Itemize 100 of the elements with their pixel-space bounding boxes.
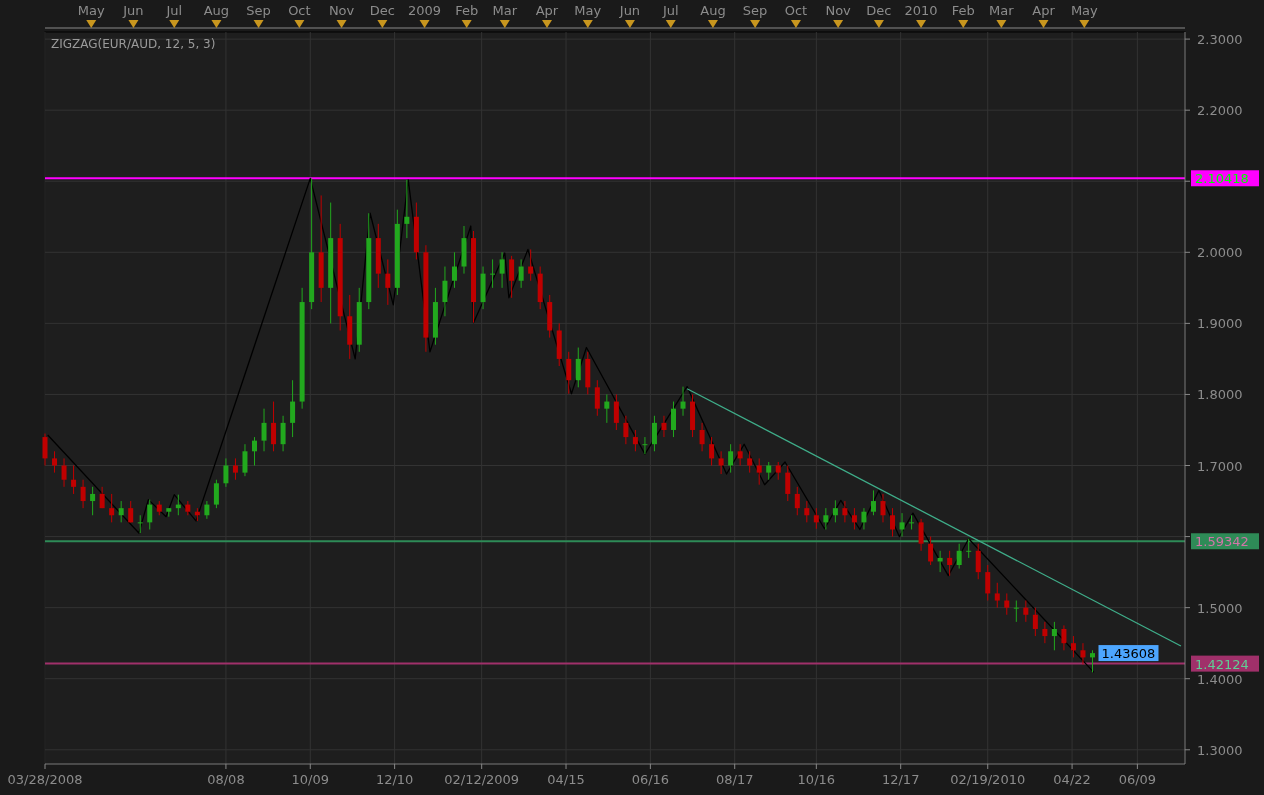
x2-tick-label: Feb <box>455 3 479 18</box>
candlestick <box>232 457 238 481</box>
candlestick <box>90 486 96 516</box>
candlestick <box>613 393 619 431</box>
candlestick <box>518 258 524 289</box>
candlestick <box>271 401 277 452</box>
x-tick-label: 10/16 <box>797 772 836 787</box>
candlestick <box>651 415 657 452</box>
candlestick <box>451 251 457 289</box>
candlestick <box>890 507 896 538</box>
y-tick-label: 2.0000 <box>1197 245 1243 261</box>
x-tick-label: 12/10 <box>375 772 414 787</box>
candlestick <box>975 543 981 580</box>
x-tick-label: 06/09 <box>1118 772 1157 787</box>
x2-tick-label: 2010 <box>904 3 938 18</box>
candlestick <box>242 443 248 477</box>
candlestick <box>785 465 791 502</box>
candlestick <box>994 582 1000 609</box>
candlestick <box>699 422 705 452</box>
candlestick <box>575 347 581 388</box>
candlestick <box>80 479 86 509</box>
x2-tick-label: Oct <box>288 3 311 18</box>
y-tick-label: 1.8000 <box>1197 387 1243 403</box>
candlestick <box>109 493 115 523</box>
candlestick <box>594 379 600 417</box>
candlestick <box>61 457 67 488</box>
candlestick <box>290 379 296 438</box>
candlestick <box>1004 592 1010 616</box>
candlestick <box>861 507 867 530</box>
x2-tick-label: Jul <box>165 3 183 18</box>
candlestick <box>642 436 648 455</box>
x2-tick-label: Jun <box>618 3 641 18</box>
x2-tick-label: Aug <box>203 3 230 18</box>
ref-line-label: 2.10418 <box>1195 171 1249 187</box>
x-tick-label: 10/09 <box>291 772 330 787</box>
candlestick <box>566 351 572 395</box>
candlestick <box>223 457 229 488</box>
candlestick <box>528 248 534 282</box>
x2-tick-label: Oct <box>784 3 808 18</box>
ref-line-label: 1.59342 <box>1195 534 1249 550</box>
y-tick-label: 2.2000 <box>1197 103 1243 119</box>
x-tick-label: 04/22 <box>1053 772 1091 787</box>
x2-tick-label: Apr <box>1032 3 1056 18</box>
candlestick <box>956 543 962 570</box>
candlestick <box>442 266 448 317</box>
y-tick-label: 2.3000 <box>1197 32 1243 48</box>
x2-tick-label: May <box>574 3 602 18</box>
candlestick <box>909 514 915 530</box>
x2-tick-label: Sep <box>246 3 271 18</box>
candlestick <box>604 393 610 424</box>
candlestick <box>870 489 876 516</box>
candlestick <box>280 415 286 452</box>
candlestick <box>832 499 838 523</box>
candlestick <box>52 450 58 474</box>
candlestick <box>661 415 667 438</box>
candlestick <box>985 564 991 602</box>
candlestick <box>509 255 515 299</box>
candlestick <box>252 436 257 467</box>
x-tick-label: 06/16 <box>631 772 670 787</box>
candlestick <box>851 507 857 530</box>
candlestick <box>499 251 505 289</box>
y-tick-label: 1.7000 <box>1197 458 1243 474</box>
candlestick <box>404 179 410 239</box>
candlestick <box>632 429 638 452</box>
candlestick <box>1032 607 1038 637</box>
candlestick <box>42 433 48 467</box>
x2-tick-label: Mar <box>492 3 518 18</box>
candlestick <box>385 258 391 306</box>
candlestick <box>490 258 496 289</box>
candlestick <box>928 536 934 566</box>
y-tick-label: 1.4000 <box>1197 671 1243 687</box>
x2-tick-label: Mar <box>989 3 1015 18</box>
candlestick <box>137 514 143 534</box>
candlestick <box>1080 642 1086 665</box>
candlestick <box>1023 600 1029 623</box>
candlestick <box>899 512 905 538</box>
candlestick <box>737 443 743 467</box>
ref-line-label: 1.42124 <box>1195 656 1249 672</box>
x2-tick-label: Dec <box>369 3 395 18</box>
x-tick-label: 08/17 <box>715 772 754 787</box>
candlestick <box>842 500 848 523</box>
x2-tick-label: May <box>77 3 105 18</box>
candlestick <box>1013 600 1019 623</box>
annotation: 1.43608 <box>1101 646 1156 662</box>
x2-tick-label: Feb <box>951 3 975 18</box>
candlestick <box>718 450 724 475</box>
candlestick <box>794 486 800 516</box>
x2-tick-label: Apr <box>535 3 559 18</box>
candlestick <box>623 415 629 445</box>
candlestick <box>118 500 124 523</box>
candlestick <box>747 450 753 474</box>
candlestick <box>966 538 972 559</box>
candlestick <box>671 401 676 438</box>
x2-tick-label: May <box>1070 3 1099 18</box>
x-tick-label: 02/12/2009 <box>444 772 520 787</box>
candlestick <box>1051 621 1057 651</box>
candlestick <box>1042 621 1048 644</box>
candlestick <box>147 499 153 530</box>
candlestick <box>709 436 715 467</box>
candlestick <box>880 493 886 523</box>
